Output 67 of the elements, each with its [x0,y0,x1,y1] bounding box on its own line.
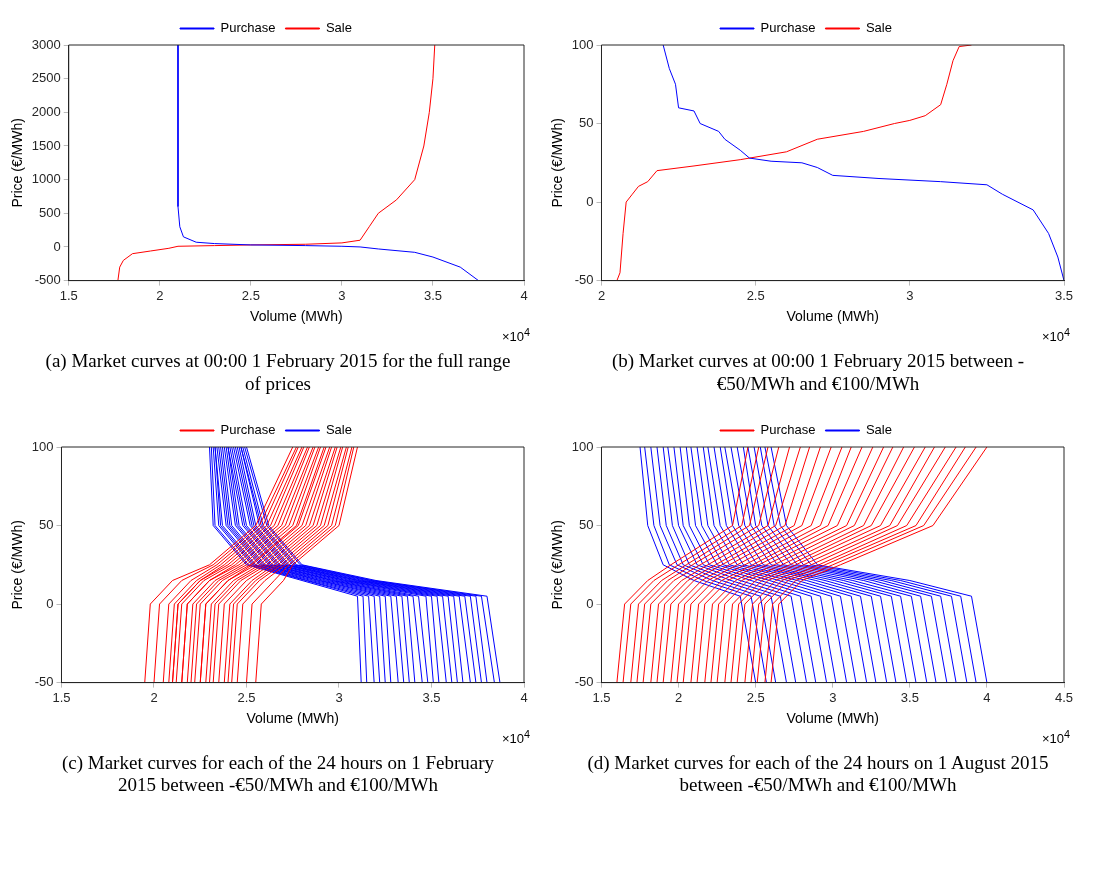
y-tick-label: 1500 [31,137,61,153]
legend-label: Sale [865,20,892,36]
y-tick-label: 50 [579,516,594,532]
legend-label: Sale [325,421,352,437]
x-tick-label: 4.5 [1054,689,1074,705]
x-tick-label: 3 [829,689,837,705]
text: (a) Market curves at 00:00 1 February 2015 for the full range of prices [44,350,512,396]
x-axis-title: Volume (MWh) [786,710,880,727]
y-tick-label: 0 [46,595,54,611]
y-tick-label: 2000 [31,103,61,119]
legend-label: Purchase [760,20,816,36]
x-tick-label: 1.5 [52,689,71,705]
x-axis-title: Volume (MWh) [246,710,340,727]
legend-label: Purchase [760,421,816,437]
legend-label: Sale [325,20,352,36]
y-tick-label: 50 [579,115,594,131]
legend-label: Sale [865,421,892,437]
x-tick-label: 3 [906,287,914,303]
text: ×10$^{4}$ [1041,326,1070,345]
x-tick-label: 4 [983,689,991,705]
y-tick-label: -500 [34,272,61,288]
x-tick-label: 4 [520,689,528,705]
x-tick-label: 3.5 [422,689,441,705]
x-tick-label: 2 [597,287,606,303]
y-axis-title: Price (€/MWh) [9,519,26,610]
x-tick-label: 2.5 [237,689,256,705]
text: (c) Market curves for each of the 24 hours on 1 February 2015 between -€50/MWh and €100/MWh [60,751,496,798]
y-tick-label: 3000 [31,36,61,52]
x-tick-label: 2.5 [241,287,260,303]
x-tick-label: 3.5 [900,689,919,705]
x-tick-label: 2.5 [746,689,765,705]
x-axis-title: Volume (MWh) [250,308,343,325]
y-tick-label: 100 [571,36,594,52]
y-tick-label: 0 [586,595,594,611]
x-tick-label: 3.5 [423,287,442,303]
y-tick-label: 0 [53,238,61,254]
x-tick-label: 3.5 [1054,287,1074,303]
y-tick-label: -50 [34,673,54,689]
text: ×10$^{4}$ [1041,727,1070,746]
x-tick-label: 1.5 [592,689,611,705]
x-tick-label: 3 [338,287,346,303]
y-tick-label: 2500 [31,70,61,86]
y-tick-label: -50 [574,272,594,288]
y-tick-label: 100 [31,438,54,454]
text: (b) Market curves at 00:00 1 February 2015 between -€50/MWh and €100/MWh [610,350,1026,396]
y-axis-title: Price (€/MWh) [549,118,566,208]
y-tick-label: -50 [574,673,594,689]
y-tick-label: 50 [39,516,54,532]
x-tick-label: 2 [674,689,683,705]
legend-label: Purchase [220,20,276,36]
y-tick-label: 100 [571,438,594,454]
x-tick-label: 2 [156,287,164,303]
x-tick-label: 3 [335,689,343,705]
y-axis-title: Price (€/MWh) [9,118,26,208]
x-tick-label: 2.5 [746,287,765,303]
y-tick-label: 1000 [31,171,61,187]
x-tick-label: 4 [520,287,528,303]
y-tick-label: 0 [586,193,594,209]
y-tick-label: 500 [39,204,61,220]
text: (d) Market curves for each of the 24 hours on 1 August 2015 between -€50/MWh and €100/MWh [586,751,1050,798]
text: ×10$^{4}$ [501,727,530,746]
x-tick-label: 1.5 [59,287,78,303]
x-axis-title: Volume (MWh) [786,308,880,325]
text: ×10$^{4}$ [501,326,530,345]
legend-label: Purchase [220,421,276,437]
x-tick-label: 2 [150,689,158,705]
y-axis-title: Price (€/MWh) [549,519,566,610]
